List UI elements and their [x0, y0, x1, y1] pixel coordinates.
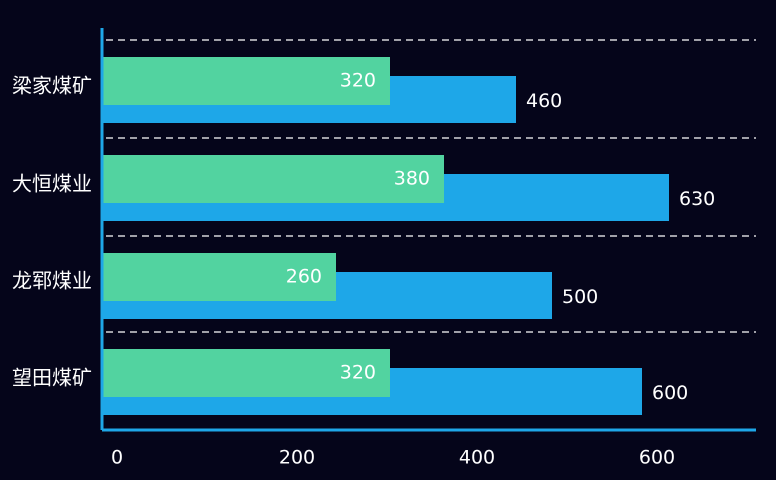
- bar-front: [102, 155, 444, 203]
- y-tick-label: 望田煤矿: [12, 366, 92, 390]
- x-tick-label: 400: [459, 447, 495, 469]
- data-label-front: 260: [286, 266, 322, 288]
- x-tick-label: 200: [279, 447, 315, 469]
- data-label-back: 500: [562, 286, 598, 308]
- data-label-front: 320: [340, 362, 376, 384]
- data-label-back: 460: [526, 90, 562, 112]
- y-tick-label: 梁家煤矿: [12, 74, 92, 98]
- bar-front: [102, 57, 390, 105]
- data-label-front: 320: [340, 70, 376, 92]
- data-label-back: 630: [679, 188, 715, 210]
- y-tick-label: 龙郓煤业: [12, 269, 92, 293]
- data-label-front: 380: [394, 168, 430, 190]
- data-label-back: 600: [652, 382, 688, 404]
- x-tick-label: 600: [639, 447, 675, 469]
- y-tick-label: 大恒煤业: [12, 172, 92, 196]
- bar-front: [102, 349, 390, 397]
- bar-front: [102, 253, 336, 301]
- x-tick-label: 0: [111, 447, 123, 469]
